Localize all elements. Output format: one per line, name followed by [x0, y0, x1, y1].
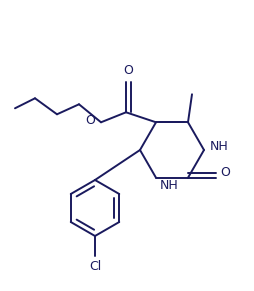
- Text: O: O: [85, 114, 95, 127]
- Text: NH: NH: [210, 139, 229, 152]
- Text: NH: NH: [160, 179, 179, 192]
- Text: O: O: [123, 64, 133, 77]
- Text: Cl: Cl: [89, 260, 101, 273]
- Text: O: O: [220, 166, 230, 179]
